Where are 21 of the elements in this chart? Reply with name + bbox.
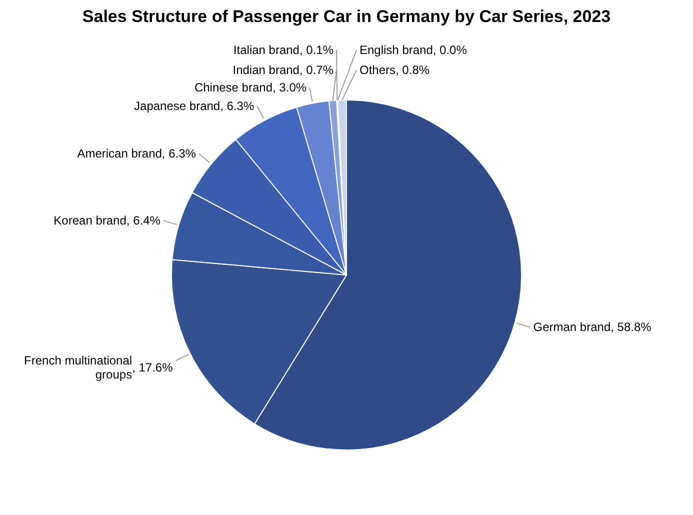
slice-label: German brand	[533, 320, 611, 334]
data-label: , 0.8%	[396, 63, 430, 77]
data-label: , 0.1%	[299, 43, 334, 57]
slice-label: French multinational groups	[24, 354, 132, 382]
category-label: English brand	[360, 43, 433, 57]
slice-label: Korean brand	[54, 214, 126, 228]
slice-label: Indian brand	[232, 63, 300, 77]
data-label: , 6.3%	[220, 99, 254, 114]
text: , 0.0%	[432, 43, 467, 57]
data-label: , 6.4%	[126, 214, 161, 228]
slice-label: American brand	[77, 146, 162, 161]
slice-label: Others	[360, 63, 396, 77]
data-label: , 17.6%	[132, 360, 174, 375]
slice-label: Japanese brand	[134, 99, 220, 114]
chart-title: Sales Structure of Passenger Car in Germany by Car Series, 2023	[82, 7, 611, 26]
slice-label: Chinese brand	[194, 80, 273, 95]
data-label: , 3.0%	[272, 80, 307, 95]
slice-label: Italian brand	[233, 43, 300, 57]
data-label: , 0.7%	[299, 63, 334, 77]
data-label: , 58.8%	[610, 320, 652, 334]
data-label: , 6.3%	[162, 146, 196, 161]
